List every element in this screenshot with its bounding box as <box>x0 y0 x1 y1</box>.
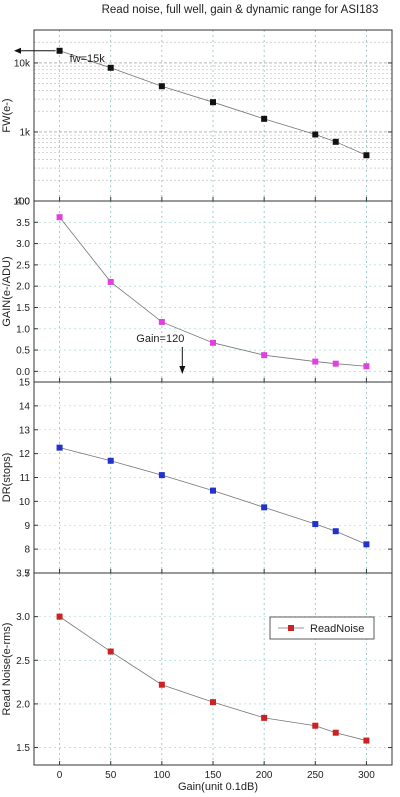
series-line-gain <box>59 216 367 367</box>
data-point <box>363 363 370 370</box>
y-tick-label: 1.5 <box>16 743 30 754</box>
x-tick-label: 100 <box>154 770 171 781</box>
y-tick-label: 2.0 <box>16 282 30 293</box>
series-line-fw <box>59 50 367 156</box>
data-point <box>158 318 165 325</box>
x-tick-label: 200 <box>256 770 273 781</box>
data-point <box>312 521 319 528</box>
y-tick-label: 13 <box>19 425 31 436</box>
y-tick-label: 11 <box>20 473 31 484</box>
data-point <box>107 278 114 285</box>
y-tick-label: 12 <box>19 449 31 460</box>
panel-gain: 0.0 0.5 1.0 1.5 2.0 2.5 3.0 3.5 4.0 GAIN(e-/ADU) G… <box>1 197 393 383</box>
legend-marker <box>288 625 294 631</box>
series-line-rn <box>59 616 367 741</box>
data-point <box>261 504 268 511</box>
panel-rn: 1.5 2.0 2.5 3.0 3.5 Read Noise(e-rms) ReadNois… <box>1 569 393 766</box>
y-tick-label: 14 <box>19 401 31 412</box>
chart-title: Read noise, full well, gain & dynamic ra… <box>102 4 379 16</box>
x-tick-label: 0 <box>57 770 63 781</box>
legend-box <box>269 616 375 640</box>
data-point <box>312 358 319 365</box>
y-axis-label: FW(e-) <box>1 98 13 132</box>
y-tick-label: 2.0 <box>16 699 30 710</box>
data-point <box>363 737 370 744</box>
y-axis-label: Read Noise(e-rms) <box>1 623 13 716</box>
y-tick-label: 10k <box>14 58 31 69</box>
y-tick-label: 3.5 <box>16 569 30 580</box>
data-point <box>261 115 268 122</box>
data-point <box>107 64 114 71</box>
data-point <box>107 457 114 464</box>
y-tick-label: 7 <box>24 569 30 580</box>
data-point <box>332 138 339 145</box>
y-tick-label: 2.5 <box>16 260 30 271</box>
data-point <box>56 214 63 221</box>
data-point <box>56 444 63 451</box>
data-point <box>312 131 319 138</box>
annotation-label: fw=15k <box>70 53 106 65</box>
y-tick-label: 1k <box>19 127 31 138</box>
y-tick-label: 10 <box>19 497 31 508</box>
y-axis-label: GAIN(e-/ADU) <box>1 256 13 326</box>
data-point <box>363 152 370 159</box>
data-point <box>56 613 63 620</box>
data-point <box>210 699 216 706</box>
annotation-label: Gain=120 <box>136 333 184 345</box>
annotation-arrowhead <box>14 47 21 54</box>
y-tick-label: 1.0 <box>16 324 30 335</box>
y-tick-label: 0.5 <box>16 346 30 357</box>
y-tick-label: 100 <box>13 197 30 208</box>
data-point <box>332 528 339 535</box>
x-tick-label: 250 <box>307 770 324 781</box>
y-tick-label: 9 <box>24 521 30 532</box>
data-point <box>107 648 114 655</box>
data-point <box>210 339 216 346</box>
data-point <box>158 681 165 688</box>
y-tick-label: 1.5 <box>16 303 30 314</box>
y-tick-label: 3.0 <box>16 239 30 250</box>
x-tick-label: 50 <box>105 770 117 781</box>
data-point <box>158 472 165 479</box>
y-tick-label: 8 <box>24 545 30 556</box>
y-tick-label: 4.0 <box>16 197 30 208</box>
data-point <box>261 714 268 721</box>
data-point <box>363 541 370 548</box>
x-axis-label: Gain(unit 0.1dB) <box>178 781 258 793</box>
x-tick-label: 300 <box>358 770 375 781</box>
data-point <box>312 722 319 729</box>
data-point <box>210 487 216 494</box>
panel-dr: 7 8 9 10 11 12 13 14 15 DR(stops) <box>1 378 393 580</box>
y-tick-label: 15 <box>19 378 31 389</box>
y-tick-label: 0.0 <box>16 367 30 378</box>
y-tick-label: 3.5 <box>16 218 30 229</box>
legend-label: ReadNoise <box>310 623 364 635</box>
data-point <box>158 83 165 90</box>
panel-fw: 100 1k 10k FW(e-) fw=15k <box>1 29 393 208</box>
annotation-arrowhead <box>179 366 186 374</box>
y-axis-label: DR(stops) <box>1 453 13 503</box>
y-tick-label: 2.5 <box>16 656 30 667</box>
data-point <box>56 47 63 54</box>
data-point <box>332 360 339 367</box>
data-point <box>210 99 216 106</box>
y-tick-label: 3.0 <box>16 612 30 623</box>
data-point <box>261 352 268 359</box>
x-tick-label: 150 <box>205 770 222 781</box>
series-line-dr <box>59 447 367 545</box>
data-point <box>332 729 339 736</box>
